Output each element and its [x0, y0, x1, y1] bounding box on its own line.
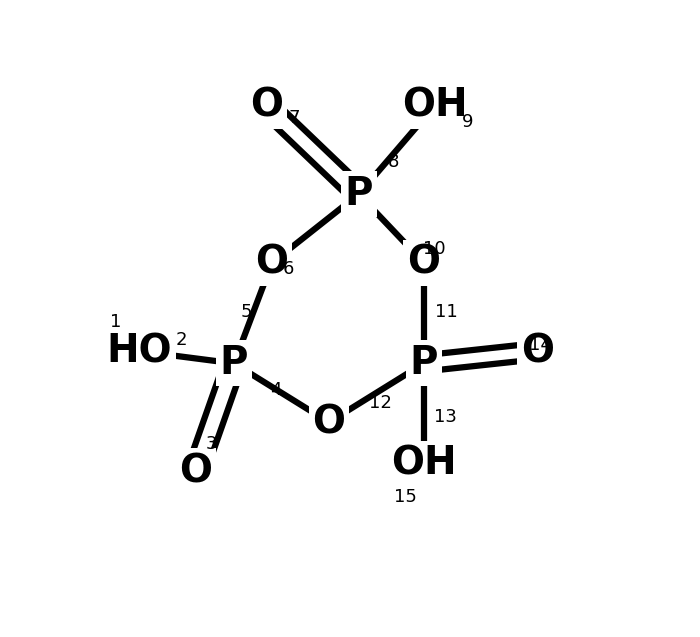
Text: 5: 5	[241, 303, 253, 321]
Text: O: O	[312, 403, 345, 441]
Text: 14: 14	[528, 336, 552, 354]
Text: HO: HO	[106, 332, 172, 370]
Text: 8: 8	[388, 154, 399, 171]
Text: 1: 1	[111, 313, 122, 331]
Text: 3: 3	[206, 435, 217, 454]
Text: O: O	[256, 244, 288, 282]
Text: OH: OH	[391, 445, 456, 483]
Text: 15: 15	[394, 488, 417, 506]
Text: 9: 9	[462, 113, 473, 131]
Text: 7: 7	[288, 109, 300, 127]
Text: 6: 6	[283, 260, 294, 278]
Text: P: P	[410, 345, 438, 382]
Text: O: O	[522, 332, 554, 370]
Text: O: O	[250, 87, 283, 125]
Text: O: O	[407, 244, 440, 282]
Text: 10: 10	[423, 240, 445, 258]
Text: P: P	[220, 345, 248, 382]
Text: P: P	[344, 175, 373, 213]
Text: O: O	[179, 452, 213, 490]
Text: 4: 4	[270, 382, 282, 399]
Text: 12: 12	[368, 394, 391, 412]
Text: 11: 11	[435, 303, 458, 321]
Text: 2: 2	[176, 331, 187, 349]
Text: OH: OH	[402, 87, 468, 125]
Text: 13: 13	[433, 408, 456, 426]
